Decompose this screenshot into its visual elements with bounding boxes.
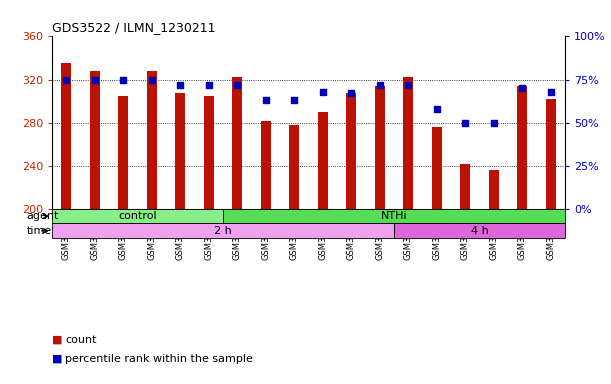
Text: 2 h: 2 h xyxy=(214,226,232,236)
FancyBboxPatch shape xyxy=(52,209,223,223)
Point xyxy=(375,82,385,88)
Bar xyxy=(318,112,327,209)
Text: ■: ■ xyxy=(52,335,62,345)
Bar xyxy=(375,86,385,209)
Point xyxy=(403,82,413,88)
Point xyxy=(204,82,214,88)
Bar xyxy=(432,127,442,209)
Bar xyxy=(119,96,128,209)
Bar xyxy=(461,164,470,209)
Text: control: control xyxy=(118,211,157,221)
Bar xyxy=(175,93,185,209)
Bar xyxy=(489,170,499,209)
Text: count: count xyxy=(65,335,97,345)
Bar xyxy=(232,78,242,209)
Point xyxy=(147,76,156,83)
Text: time: time xyxy=(26,226,51,236)
Point xyxy=(232,82,242,88)
Text: percentile rank within the sample: percentile rank within the sample xyxy=(65,354,253,364)
Bar xyxy=(261,121,271,209)
Text: 4 h: 4 h xyxy=(470,226,489,236)
FancyBboxPatch shape xyxy=(52,223,394,238)
Bar xyxy=(90,71,100,209)
Bar xyxy=(204,96,214,209)
Bar xyxy=(403,78,413,209)
FancyBboxPatch shape xyxy=(223,209,565,223)
Point xyxy=(61,76,71,83)
Bar xyxy=(290,125,299,209)
Bar xyxy=(546,99,556,209)
Point xyxy=(175,82,185,88)
Bar xyxy=(346,93,356,209)
Point xyxy=(318,89,327,95)
Bar xyxy=(61,63,71,209)
Text: ■: ■ xyxy=(52,354,62,364)
Bar xyxy=(147,71,156,209)
Point xyxy=(518,85,527,91)
Point xyxy=(261,97,271,103)
FancyBboxPatch shape xyxy=(394,223,565,238)
Text: NTHi: NTHi xyxy=(381,211,408,221)
Point xyxy=(432,106,442,112)
Text: GDS3522 / ILMN_1230211: GDS3522 / ILMN_1230211 xyxy=(52,21,216,34)
Point xyxy=(290,97,299,103)
Point xyxy=(461,120,470,126)
Point xyxy=(90,76,100,83)
Point xyxy=(489,120,499,126)
Text: agent: agent xyxy=(26,211,59,221)
Point xyxy=(119,76,128,83)
Bar xyxy=(518,86,527,209)
Point xyxy=(546,89,556,95)
Point xyxy=(346,90,356,96)
